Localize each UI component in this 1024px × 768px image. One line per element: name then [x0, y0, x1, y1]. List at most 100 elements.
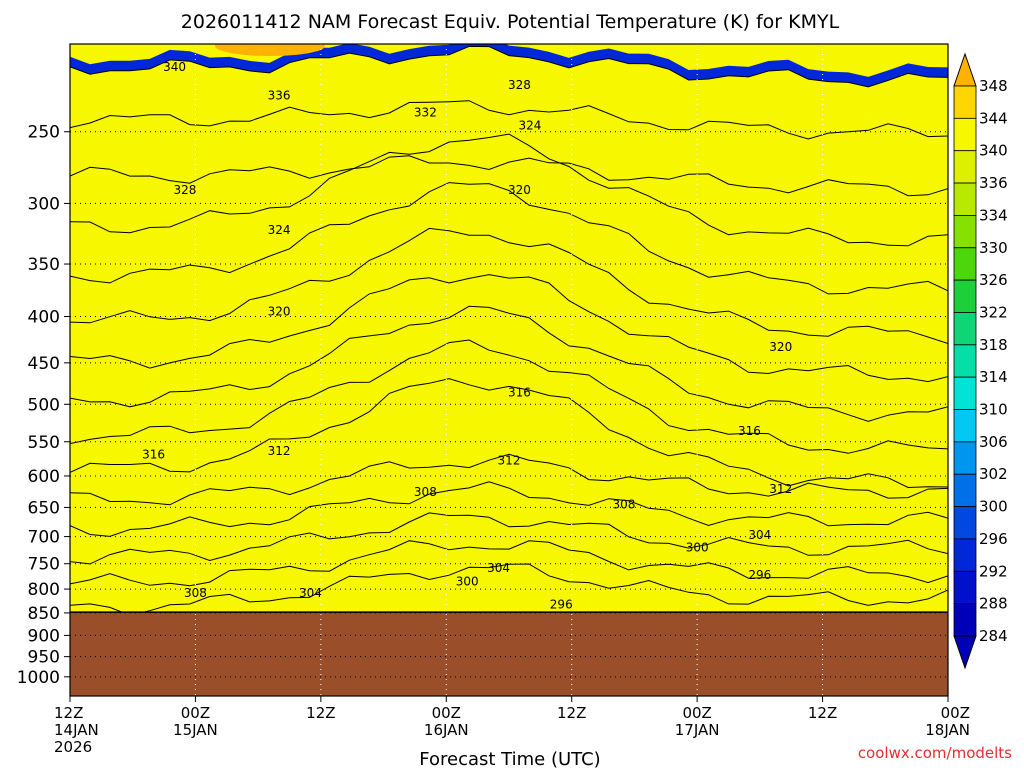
contour-label: 316 — [142, 447, 165, 461]
colorbar-swatch — [953, 473, 977, 507]
x-tick-label: 2026 — [54, 738, 92, 756]
grid-lines — [70, 44, 948, 696]
colorbar: 348 344 340 336 334 330 326 322 318 314 310 306 302 3… — [953, 52, 1008, 670]
contour-line — [70, 481, 948, 537]
y-tick-label: 250 — [28, 123, 60, 143]
contour-line — [70, 563, 948, 616]
contour-label: 308 — [414, 485, 437, 499]
contour-label: 296 — [550, 597, 573, 611]
colorbar-top-arrow — [953, 52, 977, 87]
x-axis-title: Forecast Time (UTC) — [419, 749, 600, 768]
contour-labels: 340 336 332 328 324 328 324 320 320 316 320 316 312 3… — [142, 60, 792, 612]
contour-label: 312 — [498, 454, 521, 468]
colorbar-label: 340 — [979, 142, 1008, 160]
contour-line — [70, 155, 948, 197]
colorbar-swatch — [953, 279, 977, 313]
x-tick-label: 15JAN — [173, 721, 218, 739]
x-tick-label: 12Z — [557, 704, 586, 722]
contour-line — [70, 540, 948, 587]
colorbar-label: 300 — [979, 498, 1008, 516]
contour-line — [70, 453, 948, 506]
colorbar-swatch — [953, 570, 977, 605]
contour-label: 304 — [299, 586, 322, 600]
x-tick-label: 12Z — [808, 704, 837, 722]
contour-line — [70, 512, 948, 565]
x-tick-label: 12Z — [306, 704, 335, 722]
contour-label: 308 — [184, 586, 207, 600]
y-tick-label: 400 — [28, 308, 60, 328]
contour-line — [70, 378, 948, 489]
contour-line — [70, 227, 948, 344]
colorbar-label: 336 — [979, 174, 1008, 192]
colorbar-label: 296 — [979, 530, 1008, 548]
y-tick-label: 300 — [28, 194, 60, 214]
colorbar-swatch — [953, 312, 977, 346]
chart-title: 2026011412 NAM Forecast Equiv. Potential… — [181, 11, 840, 33]
x-tick-label: 00Z — [682, 704, 711, 722]
contour-label: 304 — [748, 528, 771, 542]
x-tick-label: 12Z — [54, 704, 83, 722]
contour-label: 324 — [518, 118, 541, 132]
colorbar-swatch — [953, 344, 977, 378]
colorbar-swatch — [953, 85, 977, 119]
contour-line — [70, 339, 948, 454]
x-tick-label: 17JAN — [675, 721, 720, 739]
colorbar-swatch — [953, 117, 977, 152]
colorbar-swatch — [953, 150, 977, 184]
x-tick-label: 16JAN — [424, 721, 469, 739]
contour-line — [70, 305, 948, 422]
band-fill-lower — [70, 46, 948, 696]
contour-label: 328 — [508, 78, 531, 92]
colorbar-label: 292 — [979, 562, 1008, 580]
colorbar-swatch — [953, 182, 977, 216]
contour-label: 324 — [268, 223, 291, 237]
colorbar-label: 334 — [979, 206, 1008, 224]
y-tick-label: 750 — [28, 555, 60, 575]
x-tick-label: 00Z — [432, 704, 461, 722]
y-tick-label: 850 — [28, 604, 60, 624]
colorbar-swatch — [953, 247, 977, 281]
contour-label: 300 — [686, 541, 709, 555]
contour-label: 316 — [508, 385, 531, 399]
contour-label: 320 — [268, 305, 291, 319]
y-tick-label: 500 — [28, 395, 60, 415]
contour-label: 312 — [268, 444, 291, 458]
colorbar-swatch — [953, 441, 977, 475]
colorbar-swatch — [953, 538, 977, 572]
colorbar-swatch — [953, 215, 977, 249]
contour-label: 300 — [456, 575, 479, 589]
x-tick-label: 00Z — [181, 704, 210, 722]
colorbar-label: 288 — [979, 595, 1008, 613]
y-tick-label: 450 — [28, 354, 60, 374]
colorbar-swatch — [953, 603, 977, 637]
colorbar-label: 330 — [979, 239, 1008, 257]
x-tick-label: 18JAN — [925, 721, 970, 739]
contour-label: 296 — [748, 568, 771, 582]
colorbar-label: 284 — [979, 627, 1008, 645]
colorbar-label: 348 — [979, 77, 1008, 95]
contour-line — [70, 45, 948, 88]
credit-text: coolwx.com/modelts — [858, 744, 1012, 762]
x-tick-label: 00Z — [941, 704, 970, 722]
colorbar-label: 302 — [979, 465, 1008, 483]
contour-line — [70, 274, 948, 383]
colorbar-swatch — [953, 409, 977, 443]
terrain-below-surface — [70, 612, 948, 696]
colorbar-swatch — [953, 506, 977, 540]
x-tick-label: 14JAN — [54, 721, 99, 739]
colorbar-label: 344 — [979, 109, 1008, 127]
contour-label: 328 — [174, 183, 197, 197]
colorbar-label: 318 — [979, 336, 1008, 354]
y-tick-label: 800 — [28, 580, 60, 600]
contour-label: 308 — [613, 497, 636, 511]
contour-label: 340 — [163, 60, 186, 74]
colorbar-swatch — [953, 376, 977, 410]
plot-frame — [69, 43, 949, 697]
contour-label: 336 — [268, 89, 291, 103]
colorbar-label: 322 — [979, 303, 1008, 321]
contour-label: 316 — [738, 424, 761, 438]
colorbar-label: 326 — [979, 271, 1008, 289]
y-tick-label: 600 — [28, 467, 60, 487]
